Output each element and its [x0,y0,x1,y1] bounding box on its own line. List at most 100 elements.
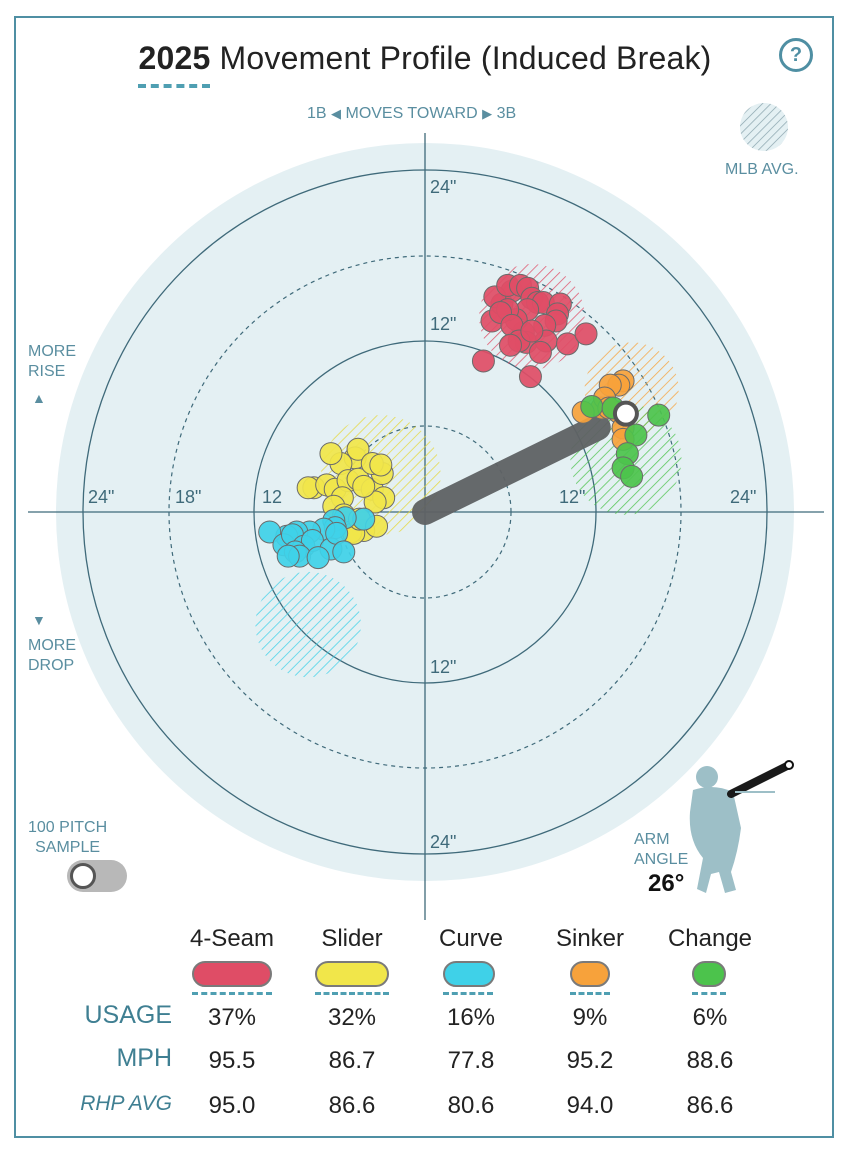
direction-left: 1B [307,105,327,122]
ring-label-top-24: 24" [430,177,456,197]
point-4seam-27[interactable] [574,322,598,346]
usage-curve: 16% [446,1004,496,1031]
title-wrap: 2025 Movement Profile (Induced Break) [0,40,850,77]
direction-middle: MOVES TOWARD [345,105,478,122]
ring-label-left-12: 12 [262,487,282,507]
legend-swatch-4seam[interactable] [192,961,272,987]
ring-label-left-24: 24" [88,487,114,507]
toggle-knob [70,863,96,889]
mph-row-label: MPH [116,1044,172,1072]
sample-label: 100 PITCH SAMPLE [28,818,107,858]
point-slider-1[interactable] [346,437,370,461]
rhp-slider: 86.6 [328,1092,376,1119]
point-slider-14[interactable] [352,474,376,498]
mlb-avg-curve [255,571,361,678]
rhp-row-label: RHP AVG [80,1092,172,1115]
point-curve-18[interactable] [306,546,330,570]
help-icon: ? [789,44,803,66]
triangle-left-icon: ◀ [331,106,342,121]
point-curve-15[interactable] [276,544,300,568]
legend-name-curve: Curve [438,925,504,952]
point-change-2[interactable] [647,403,671,427]
pitcher-body-icon [689,786,741,893]
arm-angle-line1: ARM [634,831,670,848]
pitch-point-layer [258,273,671,570]
usage-4seam: 37% [207,1004,257,1031]
mph-4seam: 95.5 [208,1047,256,1074]
mph-sinker: 95.2 [566,1047,614,1074]
usage-bar-sinker [570,992,610,995]
legend-name-change: Change [667,925,753,952]
more-drop-label: ▼ MORE DROP [28,610,76,676]
arm-angle-value: 26° [648,870,685,897]
mlb-avg-swatch-hatch [740,103,788,151]
point-change-0[interactable] [580,395,604,419]
legend-swatch-change[interactable] [692,961,726,987]
mlb-avg-label: MLB AVG. [725,161,799,178]
arm-angle-label: ARM ANGLE [634,830,688,870]
point-slider-3[interactable] [319,442,343,466]
legend-name-4seam: 4-Seam [189,925,275,952]
point-4seam-25[interactable] [520,319,544,343]
usage-bar-change [692,992,726,995]
down-triangle-icon: ▼ [32,612,46,628]
help-button[interactable]: ? [779,38,813,72]
ring-label-layer: 24" 18" 12 12" 24" 24" 12" 12" 24" [88,177,756,852]
point-change-6[interactable] [620,464,644,488]
usage-slider: 32% [327,1004,377,1031]
more-drop-line1: MORE [28,637,76,654]
title-text: Movement Profile (Induced Break) [210,40,712,76]
pitcher-head-icon [696,766,718,788]
rhp-curve: 80.6 [447,1092,495,1119]
up-triangle-icon: ▲ [32,390,46,406]
direction-right: 3B [496,105,517,122]
usage-sinker: 9% [572,1004,608,1031]
point-4seam-29[interactable] [499,333,522,357]
point-curve-19[interactable] [332,540,356,564]
mlb-avg-legend [740,103,788,151]
ring-label-top-12: 12" [430,314,456,334]
point-4seam-28[interactable] [518,365,542,389]
point-4seam-24[interactable] [528,340,552,364]
legend-swatch-curve[interactable] [443,961,495,987]
mph-change: 88.6 [686,1047,734,1074]
ring-label-bottom-24: 24" [430,832,456,852]
legend-swatch-sinker[interactable] [570,961,610,987]
more-rise-label: MORE RISE ▲ [28,342,76,408]
ring-label-left-18: 18" [175,487,201,507]
arm-angle-bar [727,762,791,798]
usage-change: 6% [692,1004,728,1031]
ring-label-bottom-12: 12" [430,657,456,677]
legend-name-slider: Slider [321,925,383,952]
rhp-4seam: 95.0 [208,1092,256,1119]
title-year: 2025 [138,40,211,76]
point-slider-24[interactable] [369,453,393,477]
sample-toggle[interactable] [67,860,127,892]
arm-angle-line2: ANGLE [634,851,689,868]
more-rise-line1: MORE [28,343,76,360]
highlight-pitch-point[interactable] [612,400,639,427]
ring-label-right-24: 24" [730,487,756,507]
mph-slider: 86.7 [328,1047,376,1074]
usage-bar-4seam [192,992,272,995]
point-slider-13[interactable] [363,490,387,514]
sample-line2: SAMPLE [35,839,101,856]
mph-curve: 77.8 [447,1047,495,1074]
page-title: 2025 Movement Profile (Induced Break) [138,40,711,77]
sample-line1: 100 PITCH [28,819,108,836]
arm-angle-line [412,414,611,525]
usage-bar-slider [315,992,389,995]
more-drop-line2: DROP [28,657,75,674]
triangle-right-icon: ▶ [482,106,493,121]
rhp-sinker: 94.0 [566,1092,614,1119]
ring-label-right-12: 12" [559,487,585,507]
arm-angle-ball [784,760,794,770]
legend-swatch-slider[interactable] [315,961,389,987]
point-4seam-0[interactable] [471,349,495,373]
arm-angle-figure [689,760,794,893]
legend-name-sinker: Sinker [555,925,625,952]
more-rise-line2: RISE [28,363,66,380]
point-4seam-26[interactable] [556,332,579,356]
usage-bar-curve [443,992,493,995]
